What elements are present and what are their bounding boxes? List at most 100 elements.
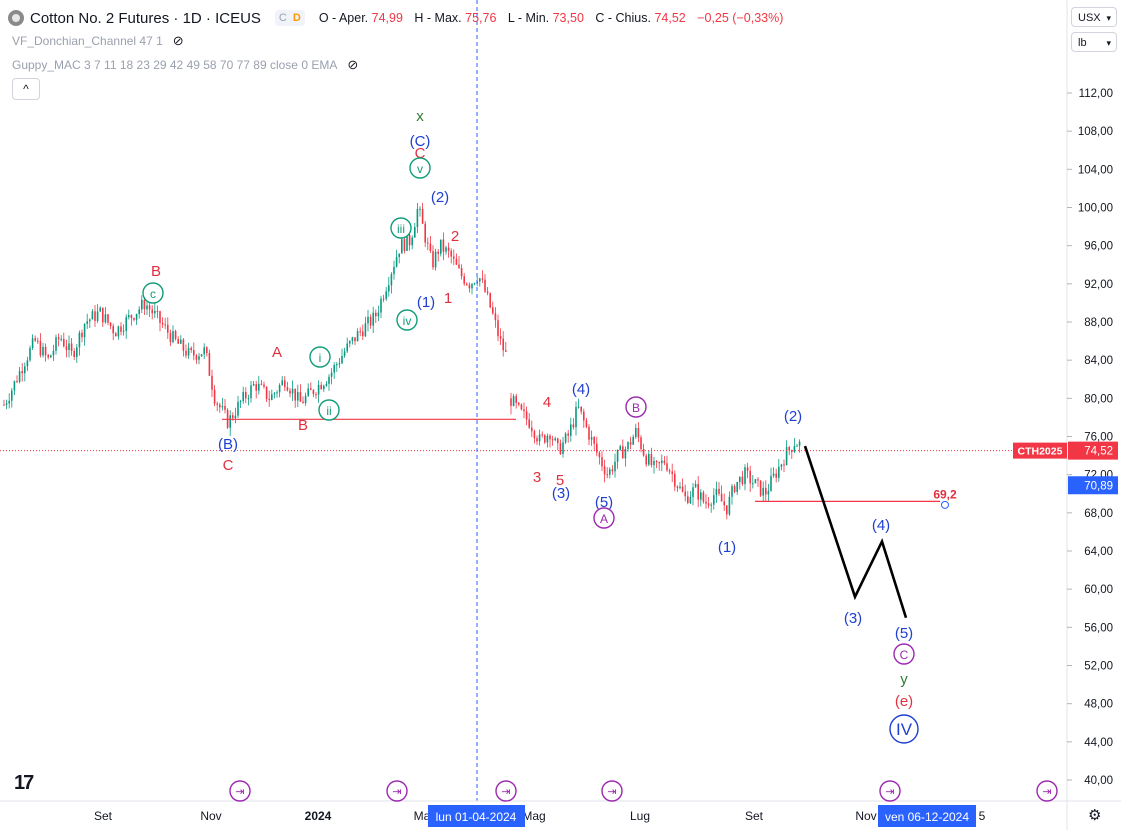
candle-body <box>484 279 486 292</box>
candle-body <box>770 475 772 491</box>
candle-body <box>47 355 49 358</box>
tradingview-logo[interactable]: 17 <box>14 772 34 794</box>
candle-body <box>588 426 590 440</box>
candle-body <box>167 324 169 333</box>
candle-body <box>94 311 96 321</box>
candle-body <box>109 322 112 327</box>
wave-label: c <box>150 287 156 301</box>
x-tick-label: Mag <box>522 809 545 823</box>
eye-slash-icon[interactable]: ⊘ <box>172 33 184 48</box>
candle-body <box>767 490 770 495</box>
candle-body <box>346 343 348 352</box>
candle-body <box>471 283 473 289</box>
unit-select[interactable]: lb ▾ <box>1071 32 1117 52</box>
candle-body <box>224 406 226 410</box>
candle-body <box>39 341 42 356</box>
candle-body <box>645 455 647 465</box>
candle-body <box>637 428 640 438</box>
candle-body <box>185 350 187 356</box>
candle-body <box>697 484 699 500</box>
status-pill[interactable]: C D <box>274 10 305 26</box>
replay-arrow-glyph: ⇥ <box>885 785 894 798</box>
candle-body <box>187 347 190 356</box>
candle-body <box>393 266 395 275</box>
candle-body <box>757 479 759 481</box>
candle-body <box>793 446 796 452</box>
y-tick-label: 92,00 <box>1084 279 1113 291</box>
candle-body <box>707 503 710 506</box>
replay-arrow-icon <box>601 780 623 802</box>
wave-label: (5) <box>895 625 913 642</box>
close-value: 74,52 <box>654 11 686 25</box>
candle-body <box>57 337 60 340</box>
y-tick-label: 96,00 <box>1084 241 1113 253</box>
eye-slash-icon[interactable]: ⊘ <box>347 57 359 72</box>
candle-body <box>429 243 432 252</box>
candle-body <box>520 404 523 410</box>
indicator-donchian[interactable]: VF_Donchian_Channel 47 1 ⊘ <box>12 33 184 49</box>
candle-body <box>5 403 8 405</box>
wave-label: IV <box>896 720 913 739</box>
candle-body <box>663 460 666 464</box>
candle-body <box>442 239 445 252</box>
candle-body <box>281 380 283 386</box>
y-tick-label: 100,00 <box>1078 203 1113 215</box>
y-tick-label: 40,00 <box>1084 775 1113 787</box>
candle-body <box>603 466 606 475</box>
candle-body <box>505 350 507 352</box>
replay-arrow-glyph: ⇥ <box>392 785 401 798</box>
candle-body <box>700 492 702 500</box>
candle-body <box>265 386 268 400</box>
candle-body <box>351 337 354 342</box>
candle-body <box>307 388 309 396</box>
replay-arrow-glyph: ⇥ <box>1042 785 1051 798</box>
wave-label: iv <box>403 314 412 328</box>
candle-body <box>718 488 720 494</box>
collapse-legend-button[interactable]: ^ <box>12 78 40 100</box>
candle-body <box>141 299 143 310</box>
wave-circle <box>390 217 412 239</box>
candle-body <box>250 385 252 399</box>
candle-body <box>156 310 159 312</box>
candle-body <box>146 305 148 310</box>
y-tick-label: 60,00 <box>1084 584 1113 596</box>
candle-body <box>632 436 634 445</box>
currency-value: USX <box>1078 12 1101 24</box>
x-tick-label: Nov <box>855 809 876 823</box>
currency-select[interactable]: USX ▾ <box>1071 7 1117 27</box>
candle-body <box>143 299 146 310</box>
candle-body <box>541 434 543 436</box>
candle-body <box>102 307 104 323</box>
candle-body <box>83 323 86 338</box>
candle-body <box>720 493 723 502</box>
candle-body <box>3 404 5 406</box>
candle-body <box>37 340 39 342</box>
candle-body <box>112 326 114 334</box>
y-tick-label: 64,00 <box>1084 546 1113 558</box>
projection-path <box>803 445 908 619</box>
symbol-logo-icon[interactable] <box>8 10 24 26</box>
candle-body <box>310 388 312 391</box>
symbol-title[interactable]: Cotton No. 2 Futures · 1D · ICEUS <box>30 9 261 27</box>
wave-label: (B) <box>218 436 238 453</box>
symbol-tag-label: CTH2025 <box>1018 446 1063 458</box>
candle-body <box>759 480 762 496</box>
candle-body <box>650 453 653 466</box>
candle-body <box>434 251 437 268</box>
candle-body <box>671 471 673 474</box>
candle-body <box>52 350 55 356</box>
indicator-guppy[interactable]: Guppy_MAC 3 7 11 18 23 29 42 49 58 70 77… <box>12 57 358 73</box>
candle-body <box>762 487 764 496</box>
candle-body <box>216 403 218 405</box>
candle-body <box>611 469 614 472</box>
candle-body <box>190 347 192 350</box>
candle-body <box>237 401 239 416</box>
candle-body <box>294 388 296 401</box>
wave-label: (1) <box>417 294 435 311</box>
gear-icon[interactable]: ⚙ <box>1088 807 1102 824</box>
candle-body <box>684 491 686 497</box>
candle-body <box>624 448 627 459</box>
wave-circle <box>593 507 615 529</box>
wave-label: i <box>319 351 322 365</box>
